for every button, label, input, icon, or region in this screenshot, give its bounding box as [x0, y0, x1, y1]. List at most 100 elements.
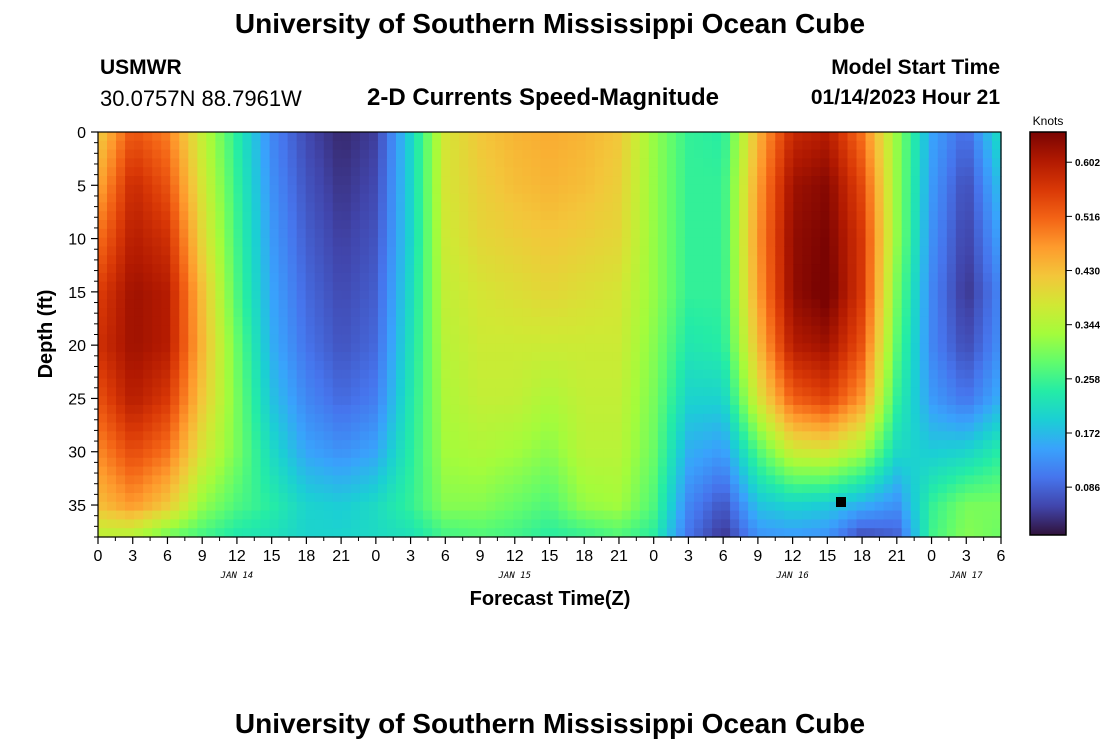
heatmap-cell [684, 193, 695, 204]
heatmap-cell [495, 255, 505, 265]
heatmap-cell [730, 352, 740, 362]
heatmap-cell [712, 255, 722, 265]
heatmap-cell [919, 475, 930, 485]
heatmap-cell [278, 140, 289, 151]
heatmap-cell [477, 510, 487, 520]
heatmap-cell [477, 519, 487, 529]
heatmap-cell [251, 299, 262, 309]
y-tick-label: 35 [68, 498, 86, 515]
heatmap-cell [242, 202, 253, 212]
heatmap-cell [973, 343, 984, 353]
heatmap-cell [495, 501, 505, 512]
heatmap-cell [793, 369, 803, 380]
heatmap-cell [143, 431, 153, 441]
heatmap-cell [260, 272, 271, 283]
heatmap-cell [161, 528, 171, 538]
heatmap-cell [919, 404, 930, 415]
heatmap-cell [964, 149, 975, 160]
heatmap-cell [143, 325, 153, 336]
heatmap-cell [197, 202, 207, 212]
heatmap-cell [820, 352, 831, 362]
heatmap-cell [522, 228, 533, 239]
heatmap-cell [377, 352, 388, 362]
heatmap-cell [576, 220, 587, 230]
heatmap-cell [495, 264, 505, 274]
heatmap-cell [224, 132, 235, 142]
heatmap-cell [838, 202, 849, 212]
heatmap-cell [152, 184, 162, 195]
heatmap-cell [522, 193, 533, 204]
heatmap-cell [504, 202, 514, 212]
heatmap-cell [991, 422, 1002, 432]
heatmap-cell [414, 228, 424, 239]
heatmap-cell [170, 501, 180, 512]
heatmap-cell [323, 193, 334, 204]
heatmap-cell [946, 510, 957, 520]
heatmap-cell [847, 272, 858, 283]
heatmap-cell [125, 396, 135, 406]
heatmap-cell [323, 501, 334, 512]
heatmap-cell [648, 343, 659, 353]
heatmap-cell [666, 211, 677, 221]
heatmap-cell [341, 184, 352, 195]
heatmap-cell [350, 281, 361, 292]
heatmap-cell [215, 264, 226, 274]
heatmap-cell [414, 176, 424, 186]
heatmap-cell [305, 466, 316, 476]
heatmap-cell [838, 299, 849, 309]
heatmap-cell [648, 281, 659, 292]
heatmap-cell [459, 299, 469, 309]
heatmap-cell [314, 132, 325, 142]
heatmap-cell [251, 158, 262, 168]
heatmap-cell [811, 360, 821, 371]
heatmap-cell [721, 448, 731, 459]
heatmap-cell [197, 387, 207, 397]
heatmap-cell [368, 404, 379, 415]
heatmap-cell [829, 264, 840, 274]
heatmap-cell [630, 475, 641, 485]
heatmap-cell [847, 228, 858, 239]
heatmap-cell [639, 272, 650, 283]
heatmap-cell [982, 360, 993, 371]
heatmap-cell [594, 316, 605, 327]
heatmap-cell [269, 404, 280, 415]
heatmap-cell [748, 299, 758, 309]
heatmap-cell [766, 264, 776, 274]
heatmap-cell [829, 308, 840, 318]
heatmap-cell [883, 360, 894, 371]
heatmap-cell [883, 193, 894, 204]
heatmap-cell [766, 510, 776, 520]
heatmap-cell [621, 237, 632, 248]
heatmap-cell [206, 211, 216, 221]
heatmap-cell [540, 158, 551, 168]
heatmap-cell [296, 193, 307, 204]
heatmap-cell [405, 167, 415, 177]
heatmap-cell [423, 299, 433, 309]
heatmap-cell [567, 404, 578, 415]
heatmap-cell [739, 528, 749, 538]
heatmap-cell [675, 387, 686, 397]
heatmap-cell [188, 440, 198, 450]
heatmap-cell [224, 396, 235, 406]
heatmap-cell [657, 519, 668, 529]
heatmap-cell [116, 360, 126, 371]
heatmap-cell [630, 413, 641, 424]
heatmap-cell [486, 299, 496, 309]
heatmap-cell [847, 220, 858, 230]
heatmap-cell [982, 369, 993, 380]
heatmap-cell [838, 360, 849, 371]
heatmap-cell [278, 308, 289, 318]
heatmap-cell [793, 475, 803, 485]
heatmap-cell [368, 264, 379, 274]
heatmap-cell [648, 510, 659, 520]
heatmap-cell [233, 387, 244, 397]
heatmap-cell [224, 387, 235, 397]
heatmap-cell [432, 431, 442, 441]
heatmap-cell [639, 343, 650, 353]
heatmap-cell [576, 193, 587, 204]
heatmap-cell [802, 325, 812, 336]
heatmap-cell [856, 299, 867, 309]
heatmap-cell [901, 466, 912, 476]
heatmap-cell [730, 431, 740, 441]
heatmap-cell [513, 501, 524, 512]
